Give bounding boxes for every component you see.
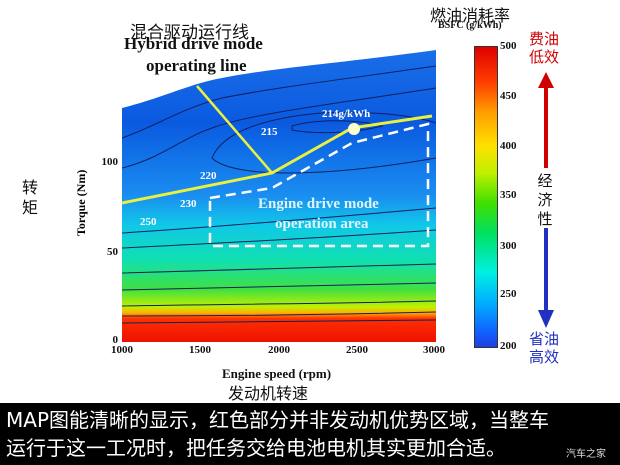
caption-bar (0, 403, 620, 465)
contour-label-215: 215 (261, 126, 278, 138)
colorbar-title-en: BSFC (g/kWh) (438, 20, 502, 31)
colorbar-tick-200: 200 (500, 340, 517, 352)
x-tick-2500: 2500 (346, 344, 368, 356)
colorbar-tick-400: 400 (500, 140, 517, 152)
bsfc-map-plot (122, 50, 436, 342)
contour-label-230: 230 (180, 198, 197, 210)
engine-area-label-line1: Engine drive mode (258, 196, 379, 212)
title-cn: 混合驱动运行线 (130, 23, 249, 43)
y-tick-50: 50 (107, 246, 118, 258)
colorbar-tick-300: 300 (500, 240, 517, 252)
x-tick-2000: 2000 (268, 344, 290, 356)
x-tick-1000: 1000 (111, 344, 133, 356)
x-axis-label-cn: 发动机转速 (228, 384, 309, 403)
colorbar-tick-350: 350 (500, 189, 517, 201)
engine-area-label-line2: operation area (275, 216, 369, 232)
title-en-line1: Hybrid drive mode (124, 34, 263, 53)
contour-label-250: 250 (140, 216, 157, 228)
colorbar-title-cn: 燃油消耗率 (430, 6, 511, 25)
y-tick-0: 0 (112, 334, 119, 346)
arrow-down-icon (538, 228, 554, 328)
y-axis-label-en: Torque (Nm) (74, 169, 88, 236)
watermark: 汽车之家 (566, 449, 606, 460)
colorbar-tick-450: 450 (500, 90, 517, 102)
title-en-line2: operating line (146, 56, 247, 75)
x-tick-1500: 1500 (189, 344, 211, 356)
caption-line2: 运行于这一工况时，把任务交给电池电机其实更加合适。 (6, 436, 506, 460)
high-consumption-label: 费油低效 (528, 30, 559, 66)
colorbar-tick-500: 500 (500, 40, 517, 52)
colorbar (474, 46, 498, 348)
fuel-saving-label: 省油高效 (528, 330, 559, 366)
colorbar-tick-250: 250 (500, 288, 517, 300)
economy-label: 经济性 (537, 172, 553, 228)
contour-label-220: 220 (200, 170, 217, 182)
optimum-label: 214g/kWh (322, 108, 371, 120)
arrow-up-icon (538, 72, 554, 168)
x-axis-label-en: Engine speed (rpm) (222, 366, 332, 381)
y-axis-label-cn: 转矩 (22, 178, 39, 217)
caption-line1: MAP图能清晰的显示，红色部分并非发动机优势区域，当整车 (6, 408, 549, 432)
y-tick-100: 100 (101, 156, 119, 168)
x-tick-3000: 3000 (423, 344, 445, 356)
